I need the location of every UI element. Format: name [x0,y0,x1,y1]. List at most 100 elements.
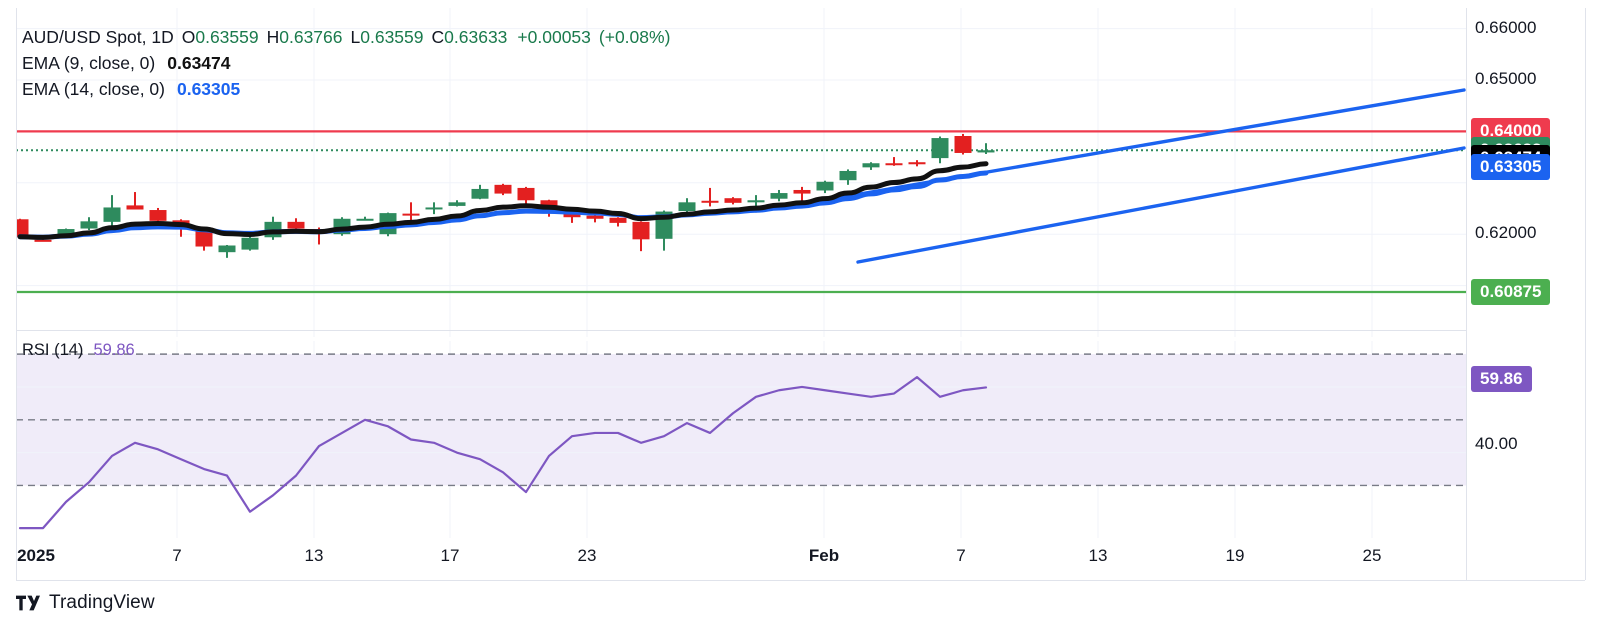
ema14-value: 0.63305 [176,79,241,99]
price-pane[interactable] [16,8,1467,337]
ohlc-close: C0.63633 [432,24,508,50]
ema9-label: EMA (9, close, 0) [22,53,156,73]
time-axis-label: 7 [956,546,966,565]
tradingview-logo-icon [16,595,40,611]
close-prefix: C [431,27,445,47]
candle-body [724,198,742,203]
change-percent: (+0.08%) [598,27,671,47]
time-axis-label: 25 [1362,546,1382,565]
ema14-line [17,170,989,240]
legend-symbol-row[interactable]: AUD/USD Spot, 1D O0.63559 H0.63766 L0.63… [22,24,670,50]
candle-body [678,202,696,212]
price-axis-tick: 0.65000 [1475,68,1537,88]
chart-frame: 2025 7 13 17 23 Feb 7 13 19 25 [16,8,1467,580]
footer: TradingView [16,592,155,614]
rsi-label: RSI (14) [22,341,84,359]
ohlc-high: H0.63766 [267,24,343,50]
candle-body [793,189,811,194]
legend-ema14-row[interactable]: EMA (14, close, 0) 0.63305 [22,76,670,102]
candle-body [241,237,259,250]
candle-body [34,239,52,242]
rsi-pane[interactable] [16,341,1467,538]
candle-body [816,181,834,191]
candle-body [862,163,880,168]
ema9-value: 0.63474 [167,53,231,73]
price-axis[interactable]: 0.660000.650000.620000.640000.636330.634… [1467,8,1585,337]
chart-legend: AUD/USD Spot, 1D O0.63559 H0.63766 L0.63… [22,24,670,102]
change-absolute: +0.00053 [517,27,591,47]
rsi-value: 59.86 [93,341,135,359]
candle-body [563,212,581,218]
ohlc-low: L0.63559 [351,24,424,50]
right-border [1585,8,1586,580]
low-prefix: L [350,27,361,47]
rsi-axis[interactable]: 59.86 40.00 [1467,341,1585,530]
channel-lower-line [856,146,1466,264]
candle-body [103,207,121,222]
candle-body [149,210,167,221]
candle-body [16,219,29,237]
legend-ema9-row[interactable]: EMA (9, close, 0) 0.63474 [22,50,670,76]
candle-body [885,163,903,166]
candle-body [954,136,972,153]
support-price-badge[interactable]: 0.60875 [1471,279,1551,306]
time-axis-label: 13 [1088,546,1108,565]
candle-body [586,215,604,219]
time-axis-label: Feb [808,546,840,565]
ema14-price-badge[interactable]: 0.63305 [1471,154,1551,181]
rsi-legend[interactable]: RSI (14) 59.86 [22,341,135,360]
rsi-axis-tick: 40.00 [1475,433,1518,453]
candle-body [494,184,512,194]
candle-body [747,200,765,203]
high-value: 0.63766 [279,27,343,47]
high-prefix: H [266,27,280,47]
symbol-label: AUD/USD Spot, 1D [22,27,174,47]
price-plot [16,8,1467,337]
candle-body [701,200,719,203]
price-axis-separator [1466,8,1467,580]
candle-body [517,187,535,201]
candle-body [908,162,926,165]
close-value: 0.63633 [444,27,508,47]
candle-body [471,188,489,199]
open-prefix: O [181,27,196,47]
candle-body [425,207,443,210]
candle-body [632,221,650,240]
candle-body [218,245,236,253]
candle-body [356,218,374,221]
open-value: 0.63559 [195,27,259,47]
candle-body [57,229,75,235]
candle-body [448,202,466,206]
ema14-label: EMA (14, close, 0) [22,79,165,99]
ohlc-open: O0.63559 [182,24,259,50]
candle-body [287,221,305,229]
candle-body [402,213,420,216]
candle-body [80,221,98,229]
price-axis-tick: 0.62000 [1475,223,1537,243]
time-axis-label: 13 [304,546,324,565]
candle-body [770,193,788,199]
candle-body [126,205,144,210]
rsi-plot [16,341,1467,538]
ascending-channel [788,88,1466,264]
candle-body [977,150,995,153]
time-axis-separator [16,580,1585,581]
rsi-value-badge[interactable]: 59.86 [1471,366,1532,393]
low-value: 0.63559 [360,27,424,47]
price-axis-tick: 0.66000 [1475,17,1537,37]
left-border [16,8,17,580]
time-axis-label: 7 [172,546,182,565]
candle-body [839,170,857,181]
ema9-line [17,161,989,240]
candle-body [931,138,949,159]
rsi-line [18,376,988,530]
time-axis-label: 2025 [17,546,55,565]
candle-body [609,217,627,223]
time-axis[interactable]: 2025 7 13 17 23 Feb 7 13 19 25 [16,538,1467,580]
pane-separator [16,330,1467,331]
time-axis-label: 23 [577,546,597,565]
time-axis-label: 19 [1225,546,1245,565]
tradingview-brand: TradingView [49,592,155,613]
time-axis-label: 17 [440,546,460,565]
